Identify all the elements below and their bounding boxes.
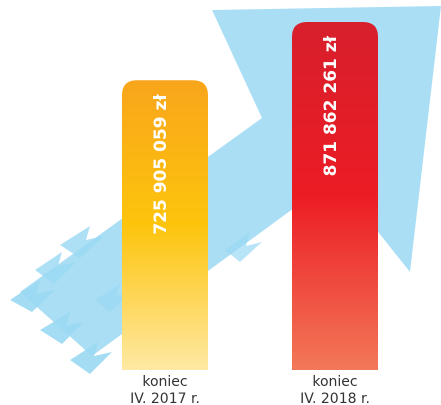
bar <box>292 22 378 370</box>
category-label: IV. 2017 r. <box>130 391 200 405</box>
value-label: 871 862 261 zł <box>321 35 341 176</box>
value-label: 725 905 059 zł <box>151 94 171 235</box>
bar <box>122 80 208 370</box>
category-label: koniec <box>312 374 357 390</box>
category-label: IV. 2018 r. <box>300 391 370 405</box>
category-label: koniec <box>142 374 187 390</box>
